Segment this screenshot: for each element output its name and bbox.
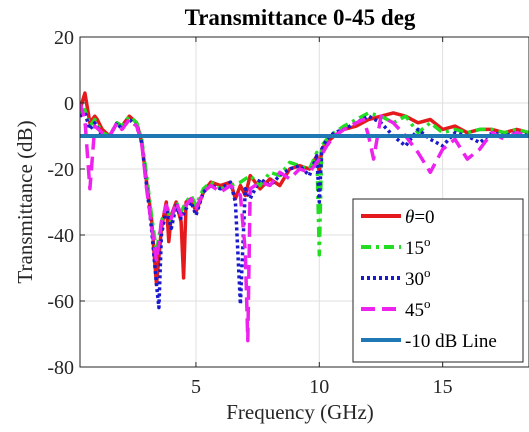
y-tick-label: -80 xyxy=(47,357,74,379)
legend-entry-label: θ=0 xyxy=(405,207,435,228)
legend-entry-label: 15o xyxy=(405,234,431,259)
y-tick-label: -40 xyxy=(47,225,74,247)
legend-entry-label: 45o xyxy=(405,296,431,321)
series-lines xyxy=(80,91,529,343)
plot-frame xyxy=(79,36,529,368)
legend: θ=0 15o 30o 45o -10 dB Line xyxy=(352,198,524,363)
y-tick-label: -20 xyxy=(47,159,74,181)
y-axis-label: Transmittance (dB) xyxy=(13,120,37,283)
x-axis-ticks: 5 10 15 xyxy=(191,37,453,398)
legend-entry-label: 30o xyxy=(405,265,431,290)
chart-title: Transmittance 0-45 deg xyxy=(185,5,416,30)
legend-entry-label: -10 dB Line xyxy=(405,331,497,352)
y-tick-label: -60 xyxy=(47,291,74,313)
series-line-3 xyxy=(80,102,529,343)
x-tick-label: 15 xyxy=(433,376,453,398)
y-tick-label: 20 xyxy=(54,27,74,49)
x-axis-label: Frequency (GHz) xyxy=(226,400,374,424)
series-line-1 xyxy=(80,107,529,257)
legend-box xyxy=(352,198,524,363)
x-tick-label: 5 xyxy=(191,376,201,398)
x-tick-label: 10 xyxy=(309,376,329,398)
y-axis-ticks: 20 0 -20 -40 -60 -80 xyxy=(47,27,85,379)
y-tick-label: 0 xyxy=(64,93,74,115)
